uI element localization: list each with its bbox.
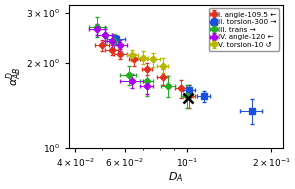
- Y-axis label: $\alpha_{AB}^D$: $\alpha_{AB}^D$: [5, 67, 24, 86]
- X-axis label: $D_A$: $D_A$: [168, 170, 183, 184]
- Legend: I. angle-109.5 ←, II. torsion-300 →, III. trans →, IV. angle-120 ←, V. torsion-1: I. angle-109.5 ←, II. torsion-300 →, III…: [209, 9, 279, 51]
